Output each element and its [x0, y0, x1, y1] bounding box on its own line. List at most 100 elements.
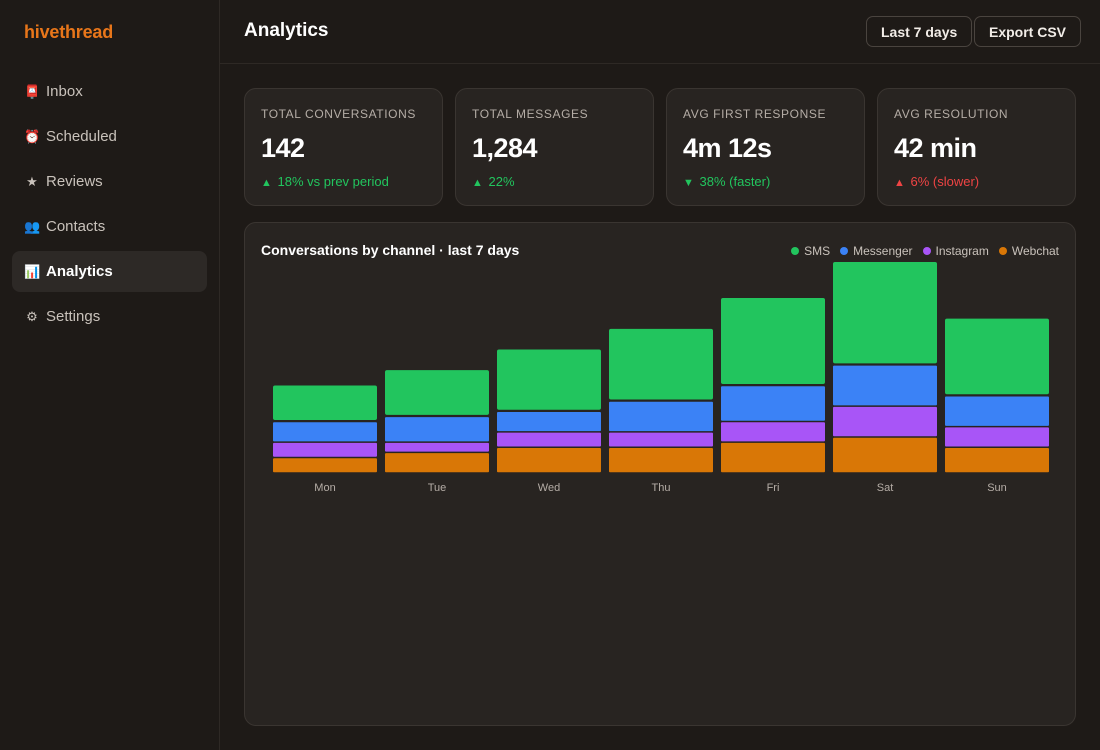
stat-delta: ▼ 38% (faster)	[683, 174, 848, 189]
legend-label: SMS	[804, 244, 831, 258]
sidebar-item-label: Scheduled	[46, 128, 117, 145]
date-range-button[interactable]: Last 7 days	[866, 16, 973, 47]
export-csv-button[interactable]: Export CSV	[974, 16, 1082, 47]
legend-item: Instagram	[922, 244, 989, 258]
stat-label: TOTAL CONVERSATIONS	[261, 107, 416, 121]
bar-segment-messenger-fri[interactable]	[721, 386, 825, 421]
bar-segment-webchat-mon[interactable]	[273, 458, 377, 473]
stat-label: AVG FIRST RESPONSE	[683, 107, 827, 121]
bar-segment-messenger-wed[interactable]	[497, 411, 601, 432]
bar-segment-instagram-mon[interactable]	[273, 442, 377, 457]
bar-segment-instagram-wed[interactable]	[497, 432, 601, 447]
stat-value: 4m 12s	[683, 133, 772, 163]
brand-logo[interactable]: hivethread	[24, 22, 114, 42]
contacts-icon: 👥	[24, 218, 41, 234]
star-icon: ★	[26, 173, 38, 189]
stat-label: AVG RESOLUTION	[894, 107, 1009, 121]
legend-swatch	[922, 247, 931, 255]
legend-swatch	[840, 247, 849, 255]
sidebar-item-label: Contacts	[46, 218, 106, 235]
x-tick-label: Fri	[767, 482, 780, 494]
stat-card: AVG FIRST RESPONSE 4m 12s ▼ 38% (faster)	[666, 88, 865, 206]
stat-delta-text: 18% vs prev period	[277, 174, 389, 189]
legend-swatch	[791, 247, 800, 255]
sidebar-item-label: Analytics	[46, 263, 113, 280]
stat-delta: ▲ 18% vs prev period	[261, 174, 426, 189]
sidebar-item-inbox[interactable]: 📮 Inbox	[12, 71, 207, 112]
arrow-down-icon: ▼	[683, 177, 694, 189]
stat-delta: ▲ 6% (slower)	[894, 174, 1059, 189]
stat-value: 42 min	[894, 133, 977, 163]
bar-segment-webchat-wed[interactable]	[497, 448, 601, 473]
stat-delta-text: 38% (faster)	[699, 174, 771, 189]
sidebar-item-settings[interactable]: ⚙ Settings	[12, 296, 207, 337]
bar-segment-sms-wed[interactable]	[497, 349, 601, 410]
page-title: Analytics	[244, 20, 329, 41]
legend-item: Messenger	[840, 244, 913, 258]
chart-legend: SMS Messenger Instagram Webchat	[791, 244, 1059, 258]
bar-segment-messenger-sun[interactable]	[945, 396, 1049, 426]
legend-swatch	[998, 247, 1007, 255]
bar-segment-webchat-sat[interactable]	[833, 437, 937, 473]
legend-item: SMS	[791, 244, 830, 258]
bar-segment-sms-sun[interactable]	[945, 318, 1049, 395]
x-tick-label: Wed	[538, 482, 560, 494]
legend-item: Webchat	[998, 244, 1059, 258]
sidebar-item-scheduled[interactable]: ⏰ Scheduled	[12, 116, 207, 157]
bar-segment-instagram-fri[interactable]	[721, 422, 825, 442]
page-header: Analytics Last 7 days Export CSV	[220, 0, 1100, 64]
bar-segment-instagram-sun[interactable]	[945, 427, 1049, 447]
inbox-icon: 📮	[24, 83, 41, 99]
arrow-up-icon: ▲	[472, 177, 483, 189]
stat-card: TOTAL MESSAGES 1,284 ▲ 22%	[455, 88, 654, 206]
x-tick-label: Thu	[652, 482, 671, 494]
x-tick-label: Sat	[877, 482, 894, 494]
bar-segment-messenger-tue[interactable]	[385, 417, 489, 442]
x-tick-label: Sun	[987, 482, 1007, 494]
legend-label: Webchat	[1011, 244, 1059, 258]
x-tick-label: Mon	[314, 482, 335, 494]
sidebar: hivethread 📮 Inbox ⏰ Scheduled ★ Reviews 👥 Cont…	[0, 0, 220, 750]
arrow-up-icon: ▲	[894, 177, 905, 189]
stat-delta-text: 6% (slower)	[910, 174, 980, 189]
bar-segment-messenger-sat[interactable]	[833, 365, 937, 406]
x-tick-label: Tue	[428, 482, 447, 494]
bar-segment-sms-sat[interactable]	[833, 262, 937, 364]
bar-segment-instagram-thu[interactable]	[609, 432, 713, 447]
bar-segment-messenger-thu[interactable]	[609, 401, 713, 432]
bar-segment-webchat-sun[interactable]	[945, 448, 1049, 473]
bar-segment-messenger-mon[interactable]	[273, 422, 377, 442]
arrow-up-icon: ▲	[261, 177, 272, 189]
bar-segment-sms-thu[interactable]	[609, 328, 713, 400]
sidebar-item-reviews[interactable]: ★ Reviews	[12, 161, 207, 202]
chart-title: Conversations by channel · last 7 days	[261, 242, 520, 258]
bar-segment-instagram-sat[interactable]	[833, 406, 937, 437]
stat-delta: ▲ 22%	[472, 174, 637, 189]
bar-segment-webchat-tue[interactable]	[385, 453, 489, 473]
sidebar-nav: 📮 Inbox ⏰ Scheduled ★ Reviews 👥 Contacts 📊 Analyt…	[12, 71, 207, 341]
sidebar-item-label: Reviews	[46, 173, 103, 190]
bar-segment-instagram-tue[interactable]	[385, 442, 489, 452]
stat-card: TOTAL CONVERSATIONS 142 ▲ 18% vs prev peri…	[244, 88, 443, 206]
legend-label: Instagram	[935, 244, 989, 258]
sidebar-item-label: Inbox	[46, 83, 83, 100]
bar-chart-icon: 📊	[24, 263, 41, 279]
bar-segment-sms-tue[interactable]	[385, 370, 489, 415]
alarm-clock-icon: ⏰	[24, 128, 41, 144]
sidebar-item-label: Settings	[46, 308, 101, 325]
stat-value: 142	[261, 133, 305, 163]
stacked-bar-chart: Mon Tue Wed Thu Fri Sat Sun	[273, 262, 1049, 494]
stat-label: TOTAL MESSAGES	[472, 107, 589, 121]
legend-label: Messenger	[853, 244, 913, 258]
stat-delta-text: 22%	[488, 174, 515, 189]
bar-segment-webchat-fri[interactable]	[721, 442, 825, 473]
sidebar-item-analytics[interactable]: 📊 Analytics	[12, 251, 207, 292]
chart-card: Mon Tue Wed Thu Fri Sat Sun Conversations by c…	[244, 222, 1076, 726]
bar-segment-sms-mon[interactable]	[273, 385, 377, 421]
sidebar-item-contacts[interactable]: 👥 Contacts	[12, 206, 207, 247]
gear-icon: ⚙	[26, 308, 38, 324]
stat-value: 1,284	[472, 133, 538, 163]
bar-segment-webchat-thu[interactable]	[609, 448, 713, 473]
bar-segment-sms-fri[interactable]	[721, 298, 825, 385]
stat-card: AVG RESOLUTION 42 min ▲ 6% (slower)	[877, 88, 1076, 206]
